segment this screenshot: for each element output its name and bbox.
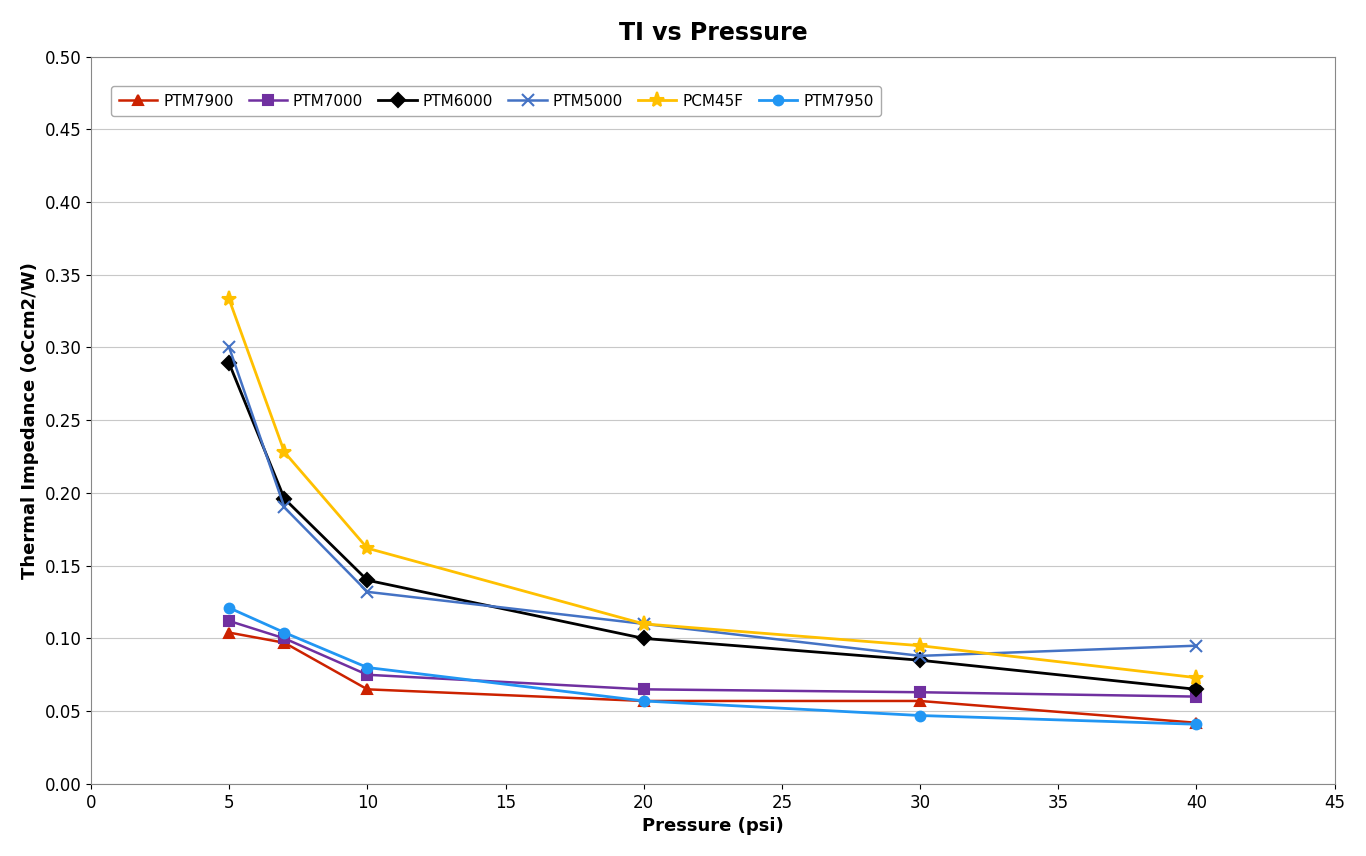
PTM7000 [635, 684, 652, 694]
PTM7000 [912, 687, 929, 698]
PTM6000 [1188, 684, 1205, 694]
PCM45F [221, 294, 238, 305]
PTM7950 [359, 663, 376, 673]
Line: PTM5000: PTM5000 [223, 342, 1202, 663]
Y-axis label: Thermal Impedance (oCcm2/W): Thermal Impedance (oCcm2/W) [20, 262, 38, 579]
PTM6000 [359, 575, 376, 586]
PTM7900 [359, 684, 376, 694]
PTM7900 [221, 627, 238, 638]
PTM7950 [1188, 719, 1205, 729]
PCM45F [276, 447, 292, 457]
PTM5000 [1188, 640, 1205, 651]
Line: PTM7900: PTM7900 [224, 627, 1201, 728]
PTM7000 [221, 615, 238, 626]
PTM7900 [1188, 717, 1205, 728]
PCM45F [359, 543, 376, 553]
Line: PTM6000: PTM6000 [224, 359, 1201, 694]
Line: PCM45F: PCM45F [221, 292, 1203, 686]
Title: TI vs Pressure: TI vs Pressure [619, 21, 807, 45]
PTM7900 [276, 638, 292, 648]
PTM5000 [912, 651, 929, 661]
PTM6000 [276, 494, 292, 504]
PTM7000 [1188, 692, 1205, 702]
PTM7900 [635, 696, 652, 706]
PTM7950 [635, 696, 652, 706]
PTM7000 [276, 633, 292, 644]
PTM6000 [221, 359, 238, 369]
PTM5000 [359, 586, 376, 597]
Legend: PTM7900, PTM7000, PTM6000, PTM5000, PCM45F, PTM7950: PTM7900, PTM7000, PTM6000, PTM5000, PCM4… [111, 86, 881, 116]
X-axis label: Pressure (psi): Pressure (psi) [642, 817, 784, 835]
PTM7000 [359, 669, 376, 680]
PTM7950 [276, 627, 292, 638]
PTM5000 [635, 619, 652, 629]
PTM7950 [221, 603, 238, 613]
PTM5000 [276, 502, 292, 513]
PTM7950 [912, 710, 929, 721]
PCM45F [635, 619, 652, 629]
PCM45F [912, 640, 929, 651]
PTM5000 [221, 342, 238, 353]
PCM45F [1188, 673, 1205, 683]
Line: PTM7950: PTM7950 [224, 603, 1201, 729]
Line: PTM7000: PTM7000 [224, 616, 1201, 701]
PTM7900 [912, 696, 929, 706]
PTM6000 [912, 655, 929, 665]
PTM6000 [635, 633, 652, 644]
